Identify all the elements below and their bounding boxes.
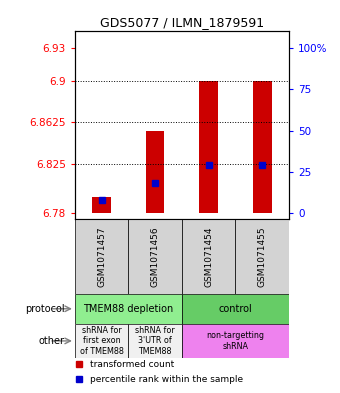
FancyBboxPatch shape bbox=[75, 294, 182, 323]
FancyBboxPatch shape bbox=[75, 323, 129, 358]
FancyBboxPatch shape bbox=[235, 219, 289, 294]
Text: control: control bbox=[219, 304, 252, 314]
FancyBboxPatch shape bbox=[129, 323, 182, 358]
Text: protocol: protocol bbox=[25, 304, 65, 314]
Text: TMEM88 depletion: TMEM88 depletion bbox=[83, 304, 173, 314]
Bar bbox=[199, 81, 218, 213]
FancyBboxPatch shape bbox=[182, 219, 235, 294]
Text: GSM1071456: GSM1071456 bbox=[151, 226, 159, 287]
Bar bbox=[253, 81, 272, 213]
Text: GSM1071454: GSM1071454 bbox=[204, 226, 213, 287]
Text: GSM1071455: GSM1071455 bbox=[258, 226, 267, 287]
Text: transformed count: transformed count bbox=[90, 360, 174, 369]
FancyBboxPatch shape bbox=[182, 323, 289, 358]
Bar bbox=[92, 197, 111, 213]
Text: GSM1071457: GSM1071457 bbox=[97, 226, 106, 287]
Text: shRNA for
first exon
of TMEM88: shRNA for first exon of TMEM88 bbox=[80, 326, 123, 356]
FancyBboxPatch shape bbox=[75, 219, 129, 294]
FancyBboxPatch shape bbox=[129, 219, 182, 294]
FancyBboxPatch shape bbox=[182, 294, 289, 323]
Bar bbox=[146, 131, 165, 213]
Text: shRNA for
3'UTR of
TMEM88: shRNA for 3'UTR of TMEM88 bbox=[135, 326, 175, 356]
Text: other: other bbox=[39, 336, 65, 346]
Text: non-targetting
shRNA: non-targetting shRNA bbox=[206, 331, 265, 351]
Text: percentile rank within the sample: percentile rank within the sample bbox=[90, 375, 243, 384]
Title: GDS5077 / ILMN_1879591: GDS5077 / ILMN_1879591 bbox=[100, 16, 264, 29]
